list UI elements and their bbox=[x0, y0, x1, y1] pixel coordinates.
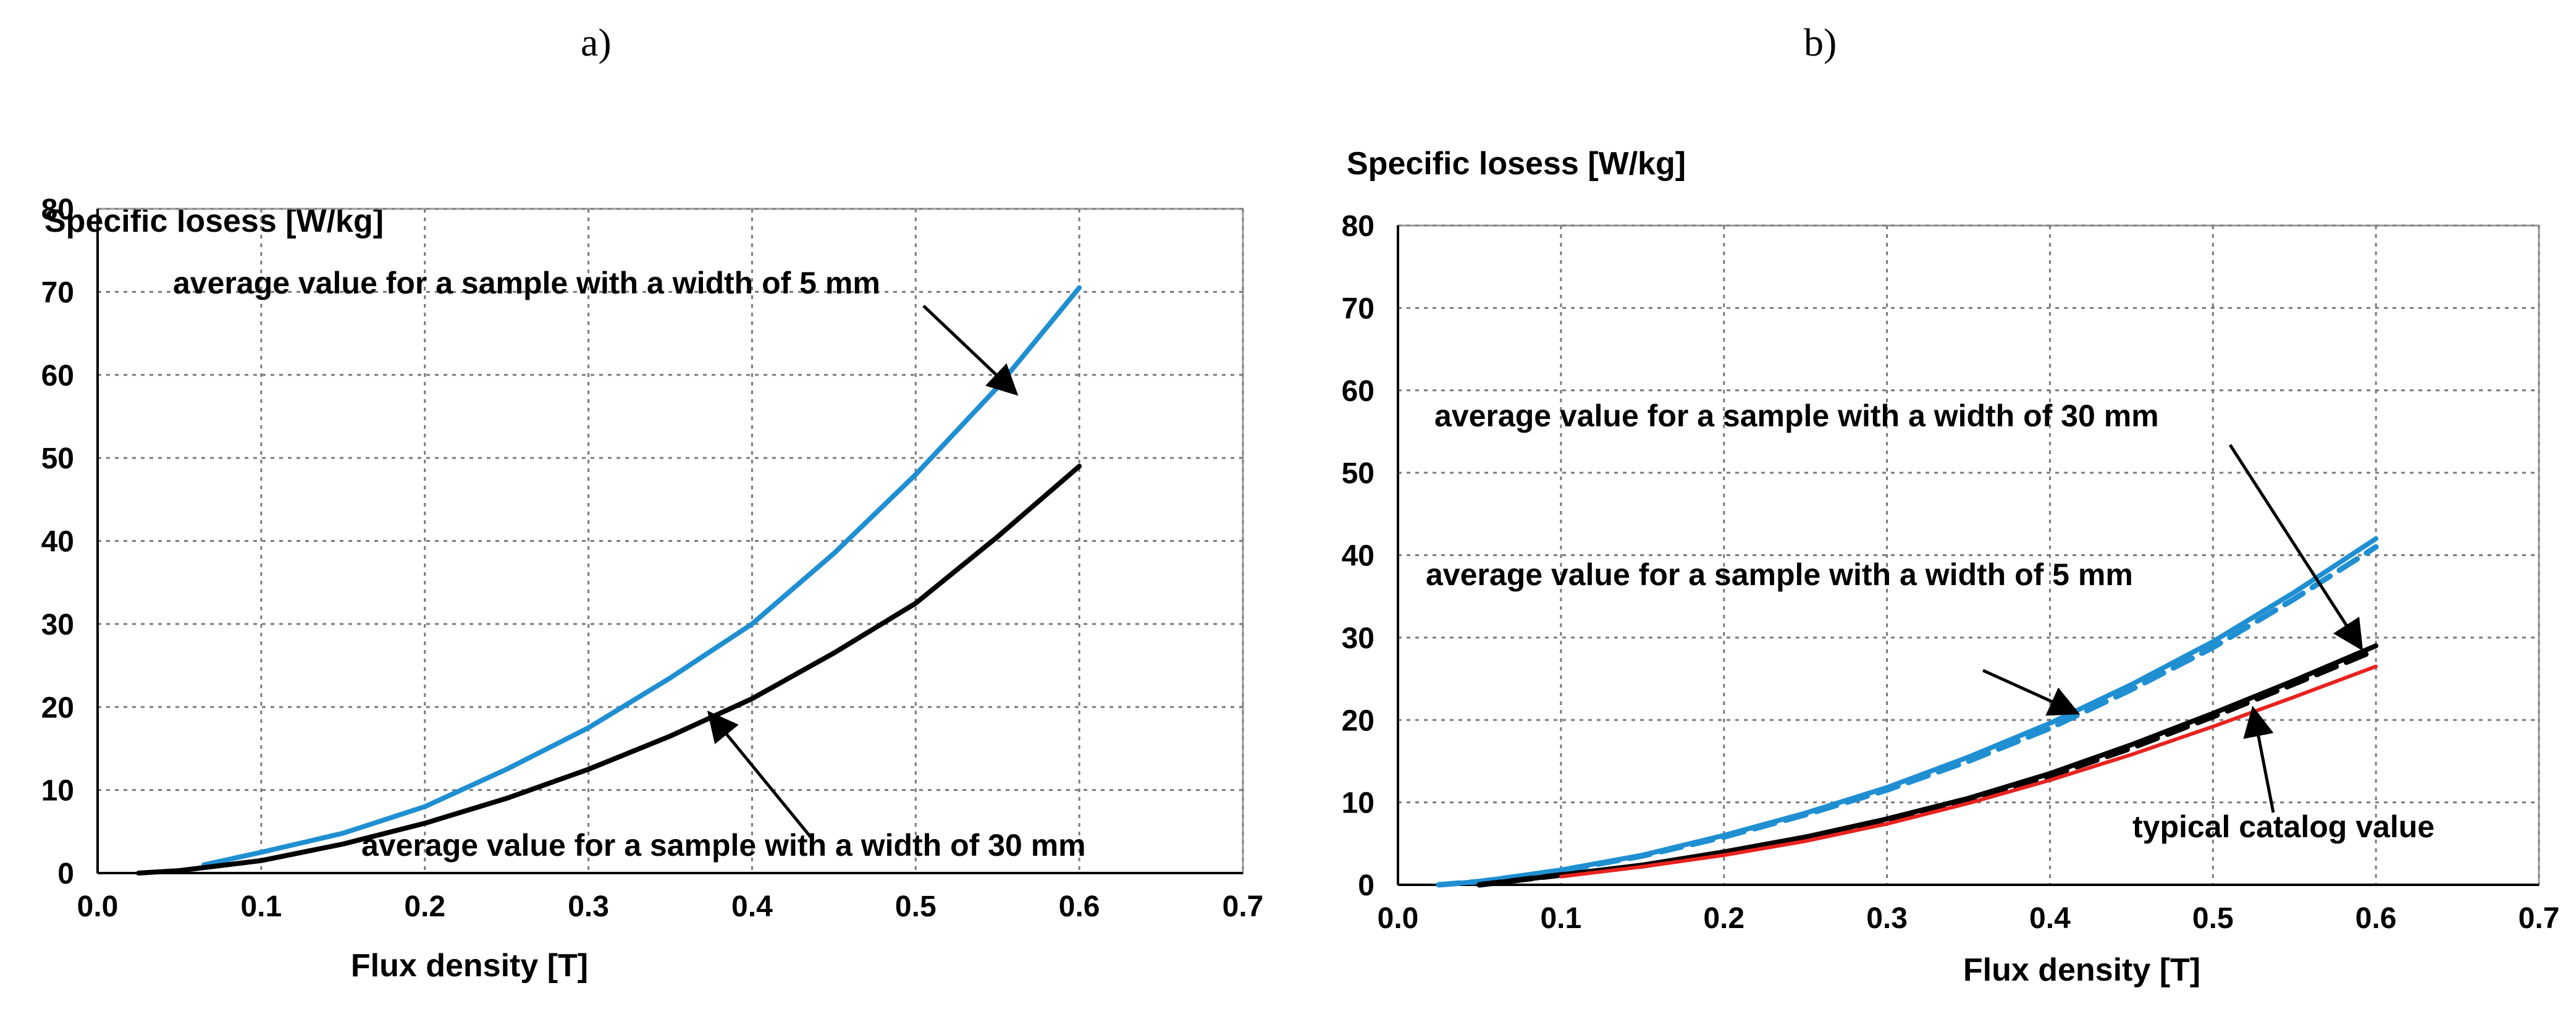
x-tick-label: 0.1 bbox=[1540, 902, 1581, 935]
annotation-arrow bbox=[707, 710, 814, 840]
series-line-4 bbox=[1559, 664, 2378, 879]
y-tick-label: 20 bbox=[1342, 704, 1374, 737]
panel-a-annotation-30mm: average value for a sample with a width … bbox=[361, 828, 1086, 863]
x-tick-label: 0.6 bbox=[1059, 890, 1100, 923]
panel-a-arrows bbox=[707, 305, 1019, 840]
x-tick-label: 0.2 bbox=[1703, 902, 1745, 935]
series-line-1 bbox=[136, 463, 1082, 876]
panel-a-annotation-5mm: average value for a sample with a width … bbox=[173, 266, 880, 300]
x-tick-label: 0.0 bbox=[1378, 902, 1419, 935]
x-tick-label: 0.7 bbox=[2519, 902, 2560, 935]
y-tick-label: 70 bbox=[41, 276, 74, 309]
x-tick-label: 0.3 bbox=[1866, 902, 1908, 935]
x-tick-label: 0.5 bbox=[895, 890, 937, 923]
x-tick-label: 0.1 bbox=[240, 890, 282, 923]
panel-b-series bbox=[1436, 536, 2379, 888]
series-line-1 bbox=[1436, 544, 2379, 888]
panel-b: b) Specific losess [W/kg] Flux density [… bbox=[1342, 20, 2560, 988]
panel-b-x-axis-label: Flux density [T] bbox=[1963, 952, 2200, 988]
y-tick-label: 70 bbox=[1342, 292, 1374, 325]
series-line-0 bbox=[201, 285, 1082, 868]
x-tick-label: 0.7 bbox=[1223, 890, 1264, 923]
series-line-3 bbox=[1476, 647, 2379, 888]
panel-b-arrows bbox=[1982, 444, 2363, 813]
x-tick-label: 0.4 bbox=[731, 890, 773, 923]
panel-b-y-axis-label: Specific losess [W/kg] bbox=[1347, 146, 1686, 182]
y-tick-label: 50 bbox=[41, 442, 74, 475]
series-line-2 bbox=[1476, 643, 2379, 887]
annotation-arrow bbox=[1982, 669, 2081, 716]
x-tick-label: 0.3 bbox=[568, 890, 609, 923]
y-tick-label: 80 bbox=[1342, 210, 1374, 243]
panel-b-annotation-5mm: average value for a sample with a width … bbox=[1426, 557, 2133, 592]
panel-a-x-axis-label: Flux density [T] bbox=[351, 948, 588, 984]
panel-a-y-ticks: 0 10 20 30 40 50 60 70 80 bbox=[41, 193, 74, 890]
y-tick-label: 30 bbox=[1342, 622, 1374, 655]
y-tick-label: 40 bbox=[41, 526, 74, 559]
x-tick-label: 0.0 bbox=[77, 890, 119, 923]
annotation-arrow bbox=[922, 305, 1019, 396]
panel-a: a) Specific losess [W/kg] Flux density [… bbox=[41, 20, 1264, 984]
y-tick-label: 20 bbox=[41, 691, 74, 724]
panel-b-x-ticks: 0.0 0.1 0.2 0.3 0.4 0.5 0.6 0.7 bbox=[1378, 902, 2560, 935]
panel-a-x-ticks: 0.0 0.1 0.2 0.3 0.4 0.5 0.6 0.7 bbox=[77, 890, 1264, 923]
panel-b-annotation-30mm: average value for a sample with a width … bbox=[1434, 399, 2159, 433]
y-tick-label: 50 bbox=[1342, 457, 1374, 490]
panel-b-y-ticks: 0 10 20 30 40 50 60 70 80 bbox=[1342, 210, 1374, 902]
y-tick-label: 30 bbox=[41, 609, 74, 641]
y-tick-label: 10 bbox=[41, 775, 74, 808]
panel-b-annotation-catalog: typical catalog value bbox=[2132, 809, 2435, 844]
x-tick-label: 0.2 bbox=[404, 890, 445, 923]
panel-a-label: a) bbox=[581, 20, 612, 64]
y-tick-label: 10 bbox=[1342, 787, 1374, 820]
x-tick-label: 0.6 bbox=[2355, 902, 2397, 935]
annotation-arrow bbox=[2243, 706, 2275, 813]
y-tick-label: 0 bbox=[1358, 869, 1374, 902]
y-tick-label: 60 bbox=[41, 360, 74, 392]
x-tick-label: 0.5 bbox=[2192, 902, 2234, 935]
panel-a-series bbox=[136, 285, 1082, 876]
y-tick-label: 60 bbox=[1342, 375, 1374, 408]
panel-a-grid bbox=[96, 208, 1244, 874]
y-tick-label: 0 bbox=[57, 858, 74, 890]
panel-a-axes bbox=[96, 209, 1243, 874]
panel-b-label: b) bbox=[1804, 20, 1837, 64]
y-tick-label: 80 bbox=[41, 193, 74, 226]
panel-b-axes bbox=[1397, 226, 2539, 886]
annotation-arrow bbox=[2228, 444, 2363, 651]
y-tick-label: 40 bbox=[1342, 540, 1374, 573]
x-tick-label: 0.4 bbox=[2029, 902, 2071, 935]
